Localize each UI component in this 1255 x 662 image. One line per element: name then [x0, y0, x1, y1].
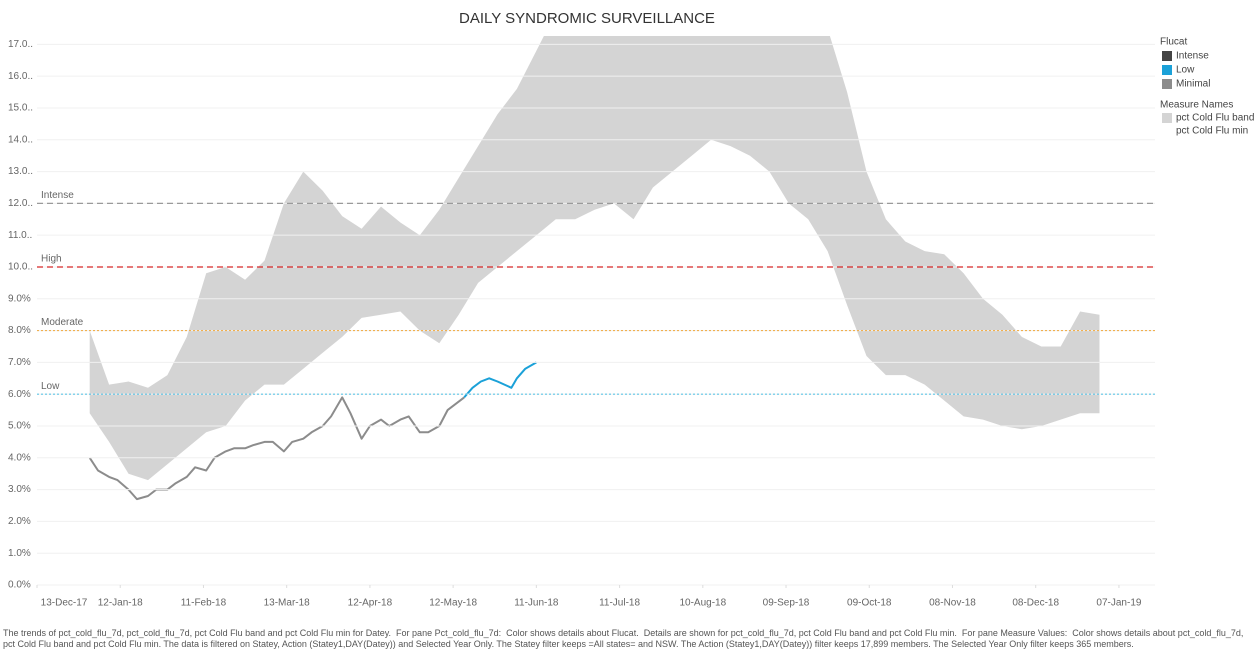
- x-tick-label: 13-Mar-18: [264, 598, 311, 609]
- x-tick-label: 12-Jan-18: [98, 598, 143, 609]
- legend-swatch: [1162, 79, 1172, 89]
- legend-label: pct Cold Flu min: [1176, 126, 1248, 137]
- y-tick-label: 2.0%: [8, 516, 31, 527]
- reference-label: High: [41, 254, 62, 265]
- legend-swatch: [1162, 113, 1172, 123]
- reference-label: Moderate: [41, 317, 84, 328]
- y-tick-label: 17.0..: [8, 39, 33, 50]
- legend-label: Minimal: [1176, 79, 1210, 90]
- legend-title: Flucat: [1160, 37, 1187, 48]
- y-tick-label: 0.0%: [8, 580, 31, 591]
- y-tick-label: 9.0%: [8, 293, 31, 304]
- y-tick-label: 13.0..: [8, 166, 33, 177]
- y-tick-label: 6.0%: [8, 389, 31, 400]
- x-tick-label: 10-Aug-18: [679, 598, 726, 609]
- series-line: [463, 361, 537, 399]
- reference-label: Low: [41, 381, 60, 392]
- y-tick-label: 16.0..: [8, 71, 33, 82]
- x-tick-label: 09-Oct-18: [847, 598, 892, 609]
- band-area: [89, 36, 1100, 481]
- y-tick-label: 8.0%: [8, 325, 31, 336]
- y-tick-label: 1.0%: [8, 548, 31, 559]
- chart: DAILY SYNDROMIC SURVEILLANCE 0.0% 1.0% 2.0…: [8, 10, 1254, 609]
- reference-label: Intense: [41, 190, 74, 201]
- y-tick-label: 10.0..: [8, 262, 33, 273]
- y-tick-label: 14.0..: [8, 134, 33, 145]
- caption: The trends of pct_cold_flu_7d, pct_cold_…: [3, 628, 1246, 649]
- x-tick-label: 08-Nov-18: [929, 598, 976, 609]
- y-tick-label: 7.0%: [8, 357, 31, 368]
- y-tick-label: 3.0%: [8, 484, 31, 495]
- y-tick-label: 15.0..: [8, 103, 33, 114]
- legend-label: Intense: [1176, 51, 1209, 62]
- legend-label: Low: [1176, 65, 1195, 76]
- chart-title: DAILY SYNDROMIC SURVEILLANCE: [459, 10, 715, 27]
- x-tick-label: 13-Dec-17: [41, 598, 88, 609]
- legend-swatch: [1162, 65, 1172, 75]
- x-tick-label: 12-Apr-18: [348, 598, 393, 609]
- legend-label: pct Cold Flu band: [1176, 113, 1254, 124]
- x-tick-label: 09-Sep-18: [763, 598, 810, 609]
- y-tick-label: 12.0..: [8, 198, 33, 209]
- plot-area: [88, 36, 1100, 501]
- series-line: [88, 396, 465, 501]
- legend-title: Measure Names: [1160, 100, 1233, 111]
- y-tick-label: 5.0%: [8, 421, 31, 432]
- x-tick-label: 11-Feb-18: [181, 598, 227, 609]
- x-tick-label: 12-May-18: [429, 598, 477, 609]
- x-tick-label: 11-Jul-18: [599, 598, 640, 609]
- x-tick-label: 07-Jan-19: [1096, 598, 1141, 609]
- legend-swatch: [1162, 51, 1172, 61]
- x-tick-label: 08-Dec-18: [1012, 598, 1059, 609]
- x-tick-label: 11-Jun-18: [514, 598, 559, 609]
- y-tick-label: 4.0%: [8, 452, 31, 463]
- y-tick-label: 11.0..: [8, 230, 32, 241]
